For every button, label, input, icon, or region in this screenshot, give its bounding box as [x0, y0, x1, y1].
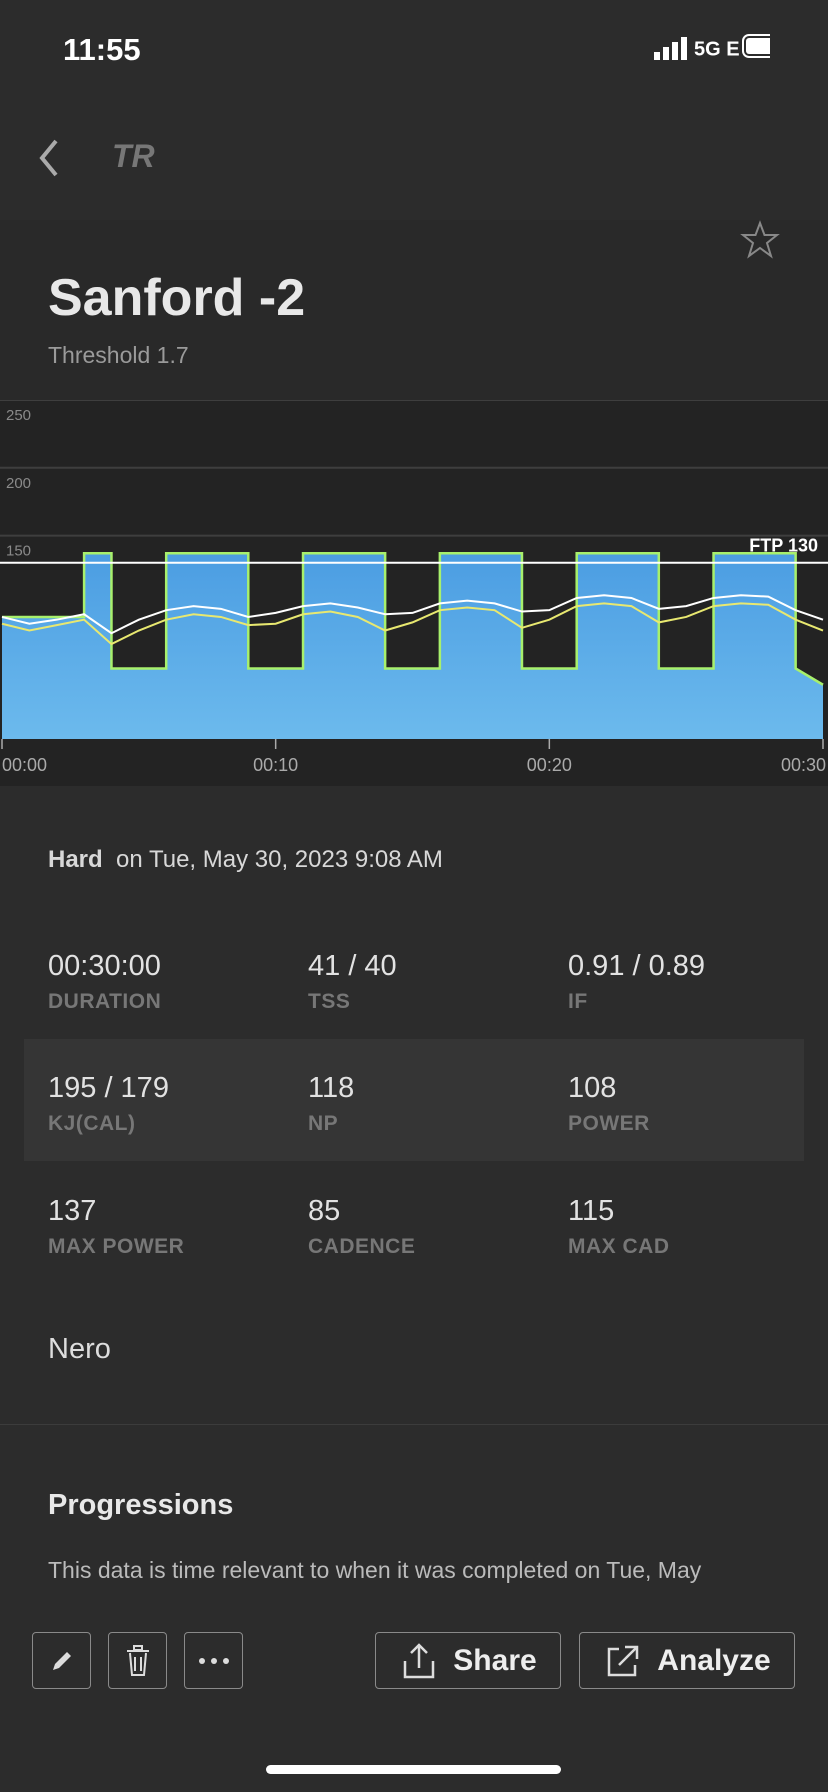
ftp-label: FTP 130: [749, 535, 818, 555]
progressions-text: This data is time relevant to when it wa…: [48, 1557, 702, 1583]
data-line: [1, 602, 824, 646]
x-axis-band: [0, 739, 828, 786]
delete-button[interactable]: [108, 1632, 167, 1689]
workout-area: [2, 553, 823, 739]
status-icons: 5G E: [654, 34, 770, 60]
analyze-button[interactable]: Analyze: [579, 1632, 795, 1689]
x-tick-label: 00:10: [253, 755, 298, 775]
y-tick-label: 250: [6, 407, 31, 424]
subtitle: Threshold 1.7: [48, 342, 189, 368]
stat-value: 115: [568, 1195, 615, 1227]
nav-bar: TR: [0, 100, 828, 220]
stat-value: 195 / 179: [48, 1072, 169, 1104]
stat-label: DURATION: [48, 990, 162, 1013]
home-indicator: [266, 1765, 561, 1774]
stat-label: KJ(CAL): [48, 1112, 136, 1135]
stat-label: IF: [568, 990, 588, 1013]
analyze-label: Analyze: [657, 1643, 771, 1677]
stat-value: 108: [568, 1072, 617, 1104]
x-tick-label: 00:20: [527, 755, 572, 775]
favorite-star[interactable]: [740, 220, 780, 260]
stat-label: MAX POWER: [48, 1235, 185, 1258]
stat-label: NP: [308, 1112, 339, 1135]
session-info: Hard on Tue, May 30, 2023 9:08 AM: [48, 846, 443, 874]
toolbar: [0, 1610, 828, 1792]
y-tick-label: 200: [6, 475, 31, 492]
x-tick-label: 00:30: [781, 755, 826, 775]
stat-value: 41 / 40: [308, 950, 397, 982]
stat-label: TSS: [308, 990, 351, 1013]
stat-value: 0.91 / 0.89: [568, 950, 706, 982]
workout-outline: [2, 551, 824, 686]
stat-value: 137: [48, 1195, 97, 1227]
device: Nero: [48, 1333, 111, 1365]
stat-label: CADENCE: [308, 1235, 416, 1258]
edit-button[interactable]: [32, 1632, 91, 1689]
header: Sanford -2 Threshold 1.7: [0, 220, 828, 400]
difficulty: Hard: [48, 846, 103, 873]
logo: TR: [112, 138, 155, 174]
network: 5G E: [694, 38, 740, 60]
share-label: Share: [453, 1643, 537, 1677]
divider: [0, 1424, 828, 1425]
clock: 11:55: [63, 32, 141, 67]
stat-value: 85: [308, 1195, 341, 1227]
more-button[interactable]: [184, 1632, 243, 1689]
stat-value: 118: [308, 1072, 355, 1104]
y-tick-label: 150: [6, 543, 31, 560]
stat-label: POWER: [568, 1112, 650, 1135]
workout-chart: 150 200 250 FTP 130 00:00 00:10 00:20 00:30: [0, 400, 828, 786]
stat-value: 00:30:00: [48, 950, 161, 982]
share-button[interactable]: Share: [375, 1632, 561, 1689]
stat-label: MAX CAD: [568, 1235, 670, 1258]
x-tick-label: 00:00: [2, 755, 47, 775]
back-button[interactable]: [32, 133, 72, 183]
date: on Tue, May 30, 2023 9:08 AM: [116, 846, 443, 873]
progressions-title: Progressions: [48, 1489, 234, 1521]
title: Sanford -2: [48, 269, 306, 327]
data-line: [1, 594, 824, 635]
stat-highlight: [24, 1039, 804, 1161]
status-bar: 11:55 5G E: [0, 0, 828, 100]
